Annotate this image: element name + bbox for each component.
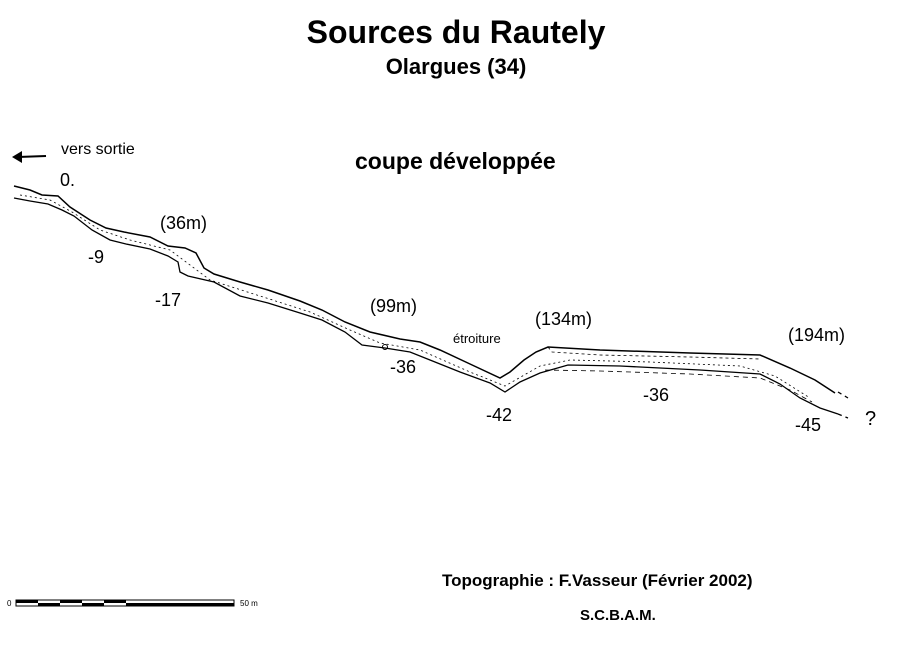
drawing-title: Sources du Rautely: [306, 14, 606, 50]
depth-label: -42: [486, 405, 513, 425]
passage-floor: [13, 197, 839, 415]
survey-credit: Topographie : F.Vasseur (Février 2002): [442, 571, 753, 590]
arrow-left-icon: [12, 151, 47, 163]
sediment-line: [19, 194, 811, 399]
distance-label: (194m): [788, 325, 846, 345]
passage-ceiling: [13, 185, 836, 394]
scale-end-label: 50 m: [240, 599, 258, 608]
sediment-hatch: [544, 369, 813, 403]
unexplored-continuation: [837, 391, 849, 419]
scale-start-label: 0: [7, 599, 12, 608]
view-type-label: coupe développée: [355, 148, 556, 174]
depth-label: -17: [155, 290, 182, 310]
drawing-subtitle: Olargues (34): [385, 54, 527, 79]
depth-label: -36: [643, 385, 670, 405]
start-depth-label: 0.: [60, 170, 76, 190]
depth-label: -9: [88, 247, 105, 267]
distance-label: (134m): [535, 309, 593, 329]
station-marker: [382, 344, 388, 350]
chamber-roof: [547, 346, 761, 360]
distance-label: (36m): [160, 213, 208, 233]
distance-label: (99m): [370, 296, 418, 316]
depth-label: -36: [390, 357, 417, 377]
narrowing-label: étroiture: [453, 331, 501, 346]
club-name: S.C.B.A.M.: [580, 607, 656, 624]
exit-label: vers sortie: [61, 141, 135, 158]
unknown-continuation-label: ?: [865, 408, 877, 430]
scale-bar: [15, 599, 235, 607]
depth-label: -45: [795, 415, 822, 435]
